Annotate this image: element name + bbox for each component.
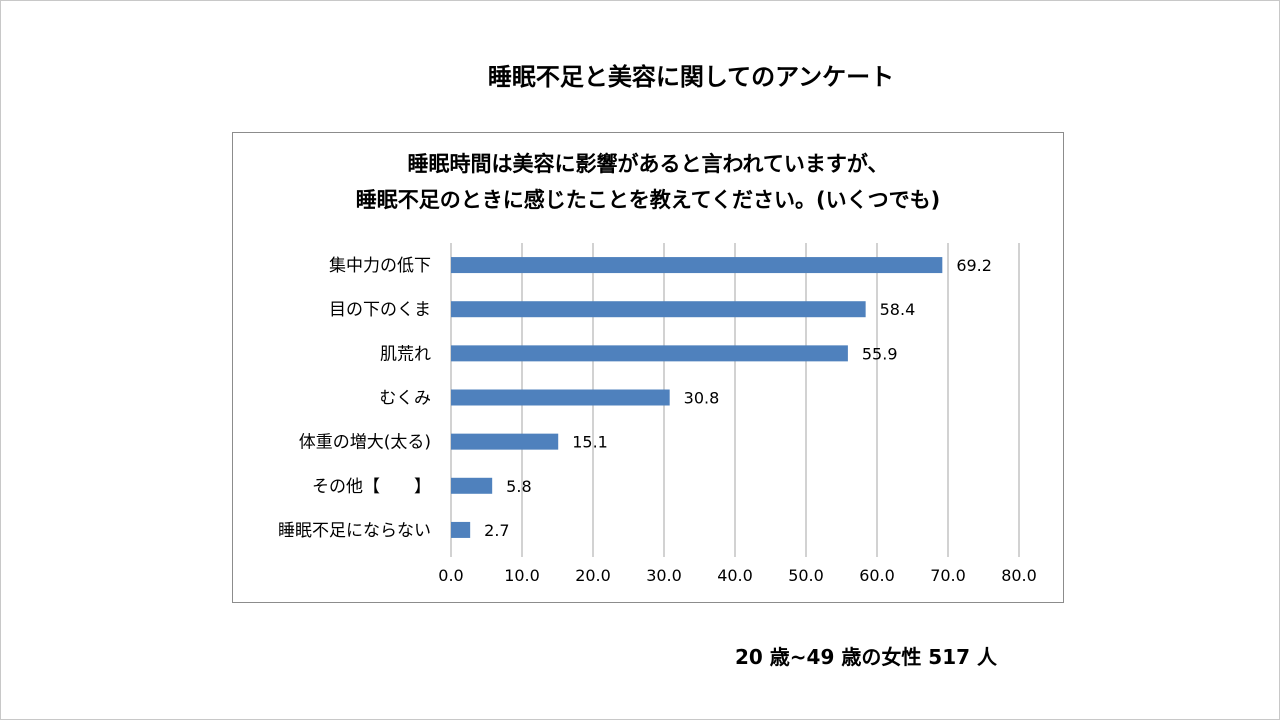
- x-tick-label: 60.0: [859, 566, 895, 585]
- bar: [451, 521, 471, 538]
- bar-chart: 睡眠時間は美容に影響があると言われていますが、 睡眠不足のときに感じたことを教え…: [278, 152, 1037, 585]
- bar: [451, 301, 866, 318]
- value-label: 2.7: [484, 521, 509, 540]
- bar: [451, 477, 493, 494]
- bar: [451, 433, 559, 450]
- x-tick-label: 80.0: [1001, 566, 1037, 585]
- chart-title-line-2: 睡眠不足のときに感じたことを教えてください。(いくつでも): [356, 188, 941, 212]
- category-label: 肌荒れ: [380, 344, 431, 364]
- value-label: 30.8: [684, 389, 720, 408]
- category-label: 睡眠不足にならない: [278, 521, 431, 541]
- value-label: 5.8: [506, 477, 531, 496]
- bar: [451, 345, 848, 362]
- value-label: 58.4: [880, 300, 916, 319]
- x-tick-label: 50.0: [788, 566, 824, 585]
- grid-layer: [450, 243, 1020, 557]
- chart-title-line-1: 睡眠時間は美容に影響があると言われていますが、: [408, 152, 889, 176]
- bar: [451, 257, 943, 274]
- x-tick-label: 10.0: [504, 566, 540, 585]
- x-tick-label: 30.0: [646, 566, 682, 585]
- x-tick-label: 0.0: [438, 566, 463, 585]
- bar: [451, 389, 670, 406]
- x-tick-label: 70.0: [930, 566, 966, 585]
- chart-container: 睡眠時間は美容に影響があると言われていますが、 睡眠不足のときに感じたことを教え…: [232, 132, 1064, 603]
- category-label: 体重の増大(太る): [299, 433, 431, 453]
- label-layer: 0.0 10.0 20.0 30.0 40.0 50.0 60.0 70.0 80.0 集中力の低…: [278, 256, 1037, 585]
- value-label: 69.2: [956, 256, 992, 275]
- value-label: 55.9: [862, 344, 898, 363]
- x-tick-label: 40.0: [717, 566, 753, 585]
- category-label: その他【 】: [312, 477, 431, 497]
- slide-title: 睡眠不足と美容に関してのアンケート: [487, 63, 895, 91]
- category-label: むくみ: [379, 389, 431, 409]
- x-tick-label: 20.0: [575, 566, 611, 585]
- category-label: 集中力の低下: [329, 256, 431, 276]
- category-label: 目の下のくま: [329, 300, 431, 320]
- sample-footnote: 20 歳~49 歳の女性 517 人: [734, 645, 998, 669]
- value-label: 15.1: [572, 433, 608, 452]
- bar-layer: [451, 257, 943, 538]
